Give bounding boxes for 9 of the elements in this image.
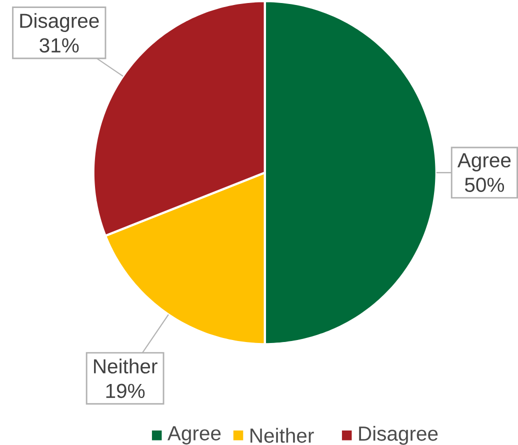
legend-label: Neither: [250, 428, 314, 443]
slice-label: Disagree: [20, 13, 99, 32]
slice-label: Neither: [94, 358, 158, 374]
data-label: 50%: [464, 178, 504, 192]
legend-label: Disagree: [359, 426, 438, 445]
data-label: 31%: [40, 38, 79, 53]
data-label: 19%: [106, 384, 145, 398]
slice-label: Agree: [457, 153, 511, 172]
legend-label: Agree: [167, 426, 221, 445]
